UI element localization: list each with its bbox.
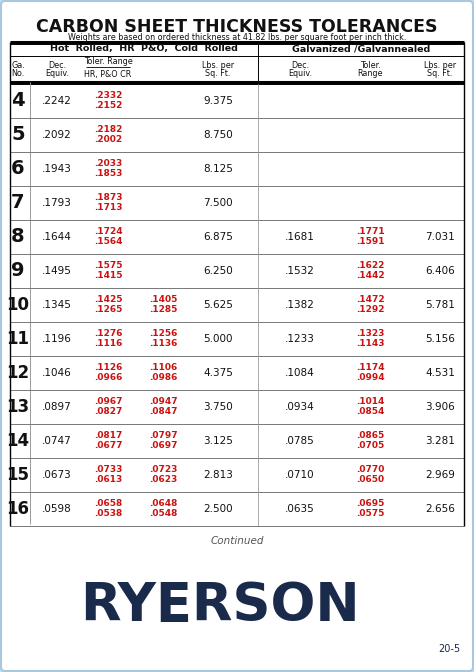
Text: Range: Range (357, 69, 383, 77)
Text: .1713: .1713 (94, 204, 122, 212)
Text: .1084: .1084 (285, 368, 315, 378)
Text: Equiv.: Equiv. (45, 69, 69, 77)
Text: 5.781: 5.781 (425, 300, 455, 310)
Text: .0854: .0854 (356, 407, 384, 417)
Text: .0827: .0827 (94, 407, 122, 417)
Text: .1196: .1196 (42, 334, 72, 344)
Text: .1136: .1136 (149, 339, 177, 349)
Text: 7.031: 7.031 (425, 232, 455, 242)
Text: .0623: .0623 (149, 476, 177, 485)
Text: .1415: .1415 (94, 271, 122, 280)
Text: RYERSON: RYERSON (80, 580, 360, 632)
Text: 3.906: 3.906 (425, 402, 455, 412)
Text: .0747: .0747 (42, 436, 72, 446)
Text: .0673: .0673 (42, 470, 72, 480)
Text: .0723: .0723 (149, 466, 177, 474)
Text: 9.375: 9.375 (203, 96, 233, 106)
Text: Toler.: Toler. (360, 60, 380, 69)
Text: 3.125: 3.125 (203, 436, 233, 446)
Text: .0797: .0797 (149, 431, 177, 441)
Text: 5.625: 5.625 (203, 300, 233, 310)
Text: .0966: .0966 (94, 374, 122, 382)
Text: 9: 9 (11, 261, 25, 280)
Text: .1345: .1345 (42, 300, 72, 310)
Text: .1174: .1174 (356, 364, 384, 372)
Text: 15: 15 (7, 466, 29, 484)
Text: 12: 12 (7, 364, 29, 382)
Text: .1233: .1233 (285, 334, 315, 344)
Text: 11: 11 (7, 330, 29, 348)
Text: 4.531: 4.531 (425, 368, 455, 378)
Text: .2002: .2002 (94, 136, 122, 144)
Text: .0865: .0865 (356, 431, 384, 441)
Text: .0770: .0770 (356, 466, 384, 474)
Text: .1793: .1793 (42, 198, 72, 208)
Text: .1425: .1425 (94, 296, 122, 304)
Text: Continued: Continued (210, 536, 264, 546)
Text: .1276: .1276 (94, 329, 122, 339)
Text: .0538: .0538 (94, 509, 122, 519)
Text: .1405: .1405 (149, 296, 177, 304)
Text: .1495: .1495 (42, 266, 72, 276)
Text: .0658: .0658 (94, 499, 122, 509)
Text: .0817: .0817 (94, 431, 122, 441)
Text: .2152: .2152 (94, 101, 122, 110)
Text: .0705: .0705 (356, 442, 384, 450)
Text: Sq. Ft.: Sq. Ft. (205, 69, 231, 77)
Text: 4.375: 4.375 (203, 368, 233, 378)
Text: .0650: .0650 (356, 476, 384, 485)
Text: .1622: .1622 (356, 261, 384, 271)
Text: 6.250: 6.250 (203, 266, 233, 276)
Text: 7: 7 (11, 194, 25, 212)
Text: .1256: .1256 (149, 329, 177, 339)
Text: .0934: .0934 (285, 402, 315, 412)
Text: 8.750: 8.750 (203, 130, 233, 140)
Text: .0598: .0598 (42, 504, 72, 514)
Text: .2033: .2033 (94, 159, 122, 169)
Text: Sq. Ft.: Sq. Ft. (428, 69, 453, 77)
Text: 6.875: 6.875 (203, 232, 233, 242)
Text: .1591: .1591 (356, 237, 384, 247)
Text: 7.500: 7.500 (203, 198, 233, 208)
Text: .1771: .1771 (356, 228, 384, 237)
Text: Galvanized /Galvannealed: Galvanized /Galvannealed (292, 44, 430, 54)
Text: .1382: .1382 (285, 300, 315, 310)
Text: Toler. Range: Toler. Range (83, 56, 132, 65)
Text: .2092: .2092 (42, 130, 72, 140)
Text: .2182: .2182 (94, 126, 122, 134)
Text: 4: 4 (11, 91, 25, 110)
Text: 6: 6 (11, 159, 25, 179)
Text: Ga.: Ga. (11, 60, 25, 69)
Text: 10: 10 (7, 296, 29, 314)
Text: Equiv.: Equiv. (288, 69, 312, 77)
Text: .1323: .1323 (356, 329, 384, 339)
Text: .1014: .1014 (356, 398, 384, 407)
Text: 16: 16 (7, 500, 29, 518)
Bar (10, 548, 464, 660)
Text: .1126: .1126 (94, 364, 122, 372)
Text: Weights are based on ordered thickness at 41.82 lbs. per square foot per inch th: Weights are based on ordered thickness a… (68, 33, 406, 42)
Text: .1292: .1292 (356, 306, 384, 314)
Text: No.: No. (11, 69, 25, 77)
Text: .0695: .0695 (356, 499, 384, 509)
Text: .0697: .0697 (149, 442, 177, 450)
Text: .1853: .1853 (94, 169, 122, 179)
Text: .0635: .0635 (285, 504, 315, 514)
Text: .0785: .0785 (285, 436, 315, 446)
Text: .1046: .1046 (42, 368, 72, 378)
Text: 2.969: 2.969 (425, 470, 455, 480)
Text: 5.156: 5.156 (425, 334, 455, 344)
Text: .1285: .1285 (149, 306, 177, 314)
Text: Hot  Rolled,  HR  P&O,  Cold  Rolled: Hot Rolled, HR P&O, Cold Rolled (50, 44, 238, 54)
Text: 3.281: 3.281 (425, 436, 455, 446)
Text: .0710: .0710 (285, 470, 315, 480)
Text: .2242: .2242 (42, 96, 72, 106)
Text: 6.406: 6.406 (425, 266, 455, 276)
Text: 3.750: 3.750 (203, 402, 233, 412)
Text: .1943: .1943 (42, 164, 72, 174)
Text: .0947: .0947 (149, 398, 177, 407)
Text: .1116: .1116 (94, 339, 122, 349)
Text: .1265: .1265 (94, 306, 122, 314)
Text: .0994: .0994 (356, 374, 384, 382)
